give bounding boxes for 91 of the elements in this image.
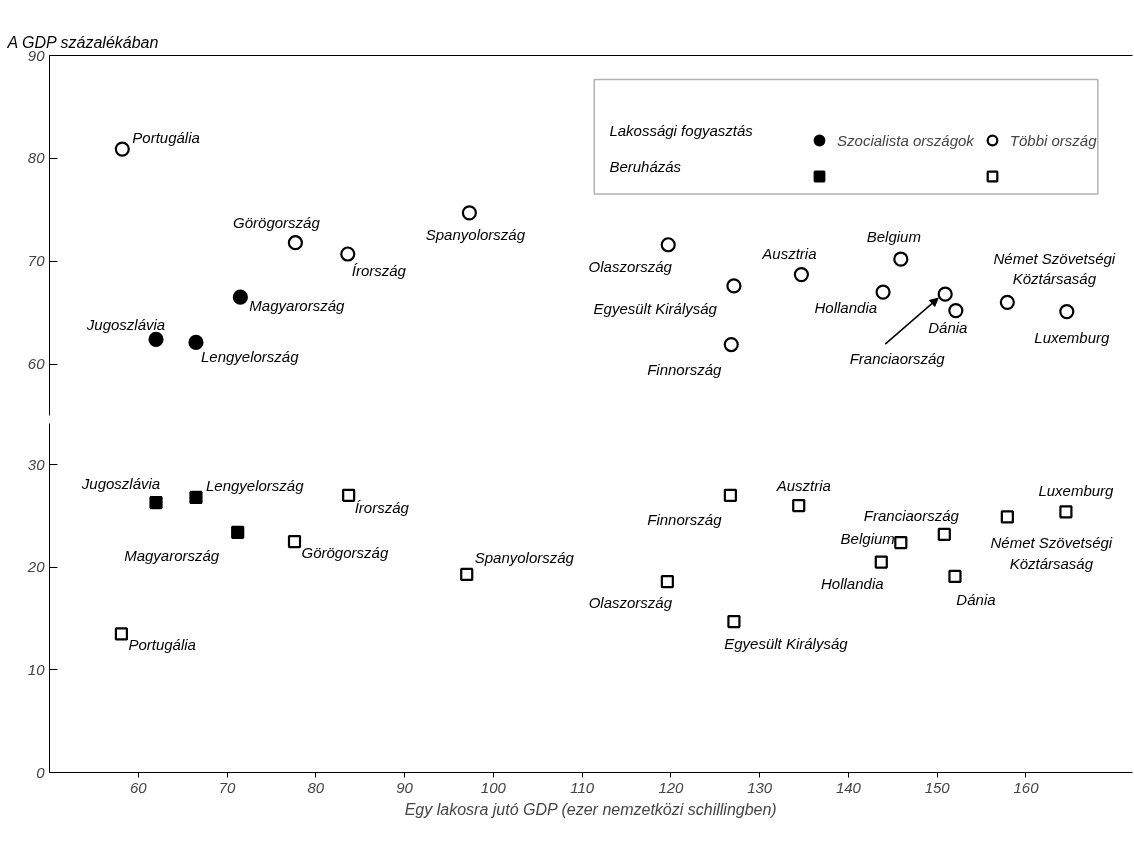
y-tick-label: 0 bbox=[36, 763, 46, 781]
annotation: Görögország bbox=[301, 544, 389, 562]
annotation: Ausztria bbox=[761, 245, 817, 263]
annotation: Franciaország bbox=[849, 349, 946, 367]
annotation: Jugoszlávia bbox=[85, 315, 166, 333]
annotation: Magyarország bbox=[124, 546, 220, 564]
annotation: Jugoszlávia bbox=[80, 475, 161, 493]
point bbox=[231, 525, 245, 539]
annotation: Magyarország bbox=[249, 296, 346, 314]
x-tick-label: 100 bbox=[480, 778, 507, 796]
annotation: Luxemburg bbox=[1034, 329, 1110, 347]
x-tick-label: 60 bbox=[129, 778, 148, 796]
annotation: Luxemburg bbox=[1038, 482, 1115, 500]
x-tick-label: 80 bbox=[307, 778, 325, 796]
x-tick-label: 160 bbox=[1013, 778, 1040, 796]
point bbox=[723, 488, 737, 502]
annotation: Dánia bbox=[956, 590, 996, 608]
x-tick-label: 150 bbox=[924, 778, 951, 796]
point bbox=[793, 267, 809, 283]
point bbox=[948, 569, 962, 584]
point bbox=[1000, 510, 1014, 524]
annotation: Belgium bbox=[866, 227, 921, 245]
point bbox=[188, 334, 204, 351]
point bbox=[287, 235, 303, 251]
annotation: Portugália bbox=[128, 636, 196, 654]
annotation: Hollandia bbox=[814, 298, 878, 316]
annotation: Finnország bbox=[647, 510, 723, 528]
annotation: Írország bbox=[351, 261, 407, 279]
annotation: Írország bbox=[354, 498, 410, 516]
point bbox=[999, 294, 1015, 310]
point bbox=[114, 141, 130, 157]
point bbox=[340, 246, 356, 262]
annotation: Spanyolország bbox=[474, 548, 575, 566]
y-tick-label: 10 bbox=[27, 660, 46, 678]
point bbox=[1059, 304, 1075, 320]
annotation: Finnország bbox=[647, 361, 723, 379]
legend-label: Többi ország bbox=[1009, 130, 1098, 151]
legend-title: Beruházás bbox=[609, 157, 682, 175]
x-axis-title: Egy lakosra jutó GDP (ezer nemzetközi schillingben) bbox=[404, 800, 777, 818]
point bbox=[114, 627, 128, 641]
point bbox=[894, 535, 908, 550]
point bbox=[937, 527, 951, 541]
point bbox=[875, 284, 891, 300]
point bbox=[937, 286, 953, 302]
annotation: Belgium bbox=[840, 530, 895, 548]
x-tick-label: 70 bbox=[218, 778, 237, 796]
annotation: Görögország bbox=[233, 214, 321, 232]
annotation: Egyesült Királyság bbox=[593, 300, 718, 318]
y-tick-label: 60 bbox=[27, 355, 46, 373]
legend-label: Szocialista országok bbox=[837, 130, 974, 151]
point bbox=[287, 534, 302, 549]
y-tick-label: 70 bbox=[27, 252, 46, 270]
point bbox=[342, 488, 356, 502]
point bbox=[874, 555, 888, 569]
point bbox=[727, 615, 741, 629]
point bbox=[792, 499, 806, 513]
annotation: Olaszország bbox=[588, 594, 673, 612]
annotation: Portugália bbox=[132, 128, 200, 146]
x-tick-label: 140 bbox=[835, 778, 862, 796]
legend-title: Lakossági fogyasztás bbox=[609, 121, 754, 139]
point bbox=[660, 574, 674, 589]
annotation: Egyesült Királyság bbox=[724, 635, 849, 653]
point bbox=[232, 289, 248, 305]
y-tick-label: 20 bbox=[26, 558, 46, 576]
y-tick-label: 30 bbox=[27, 455, 46, 473]
point bbox=[189, 490, 203, 505]
point bbox=[948, 303, 964, 319]
point bbox=[893, 251, 909, 267]
annotation: Franciaország bbox=[863, 506, 960, 524]
point bbox=[149, 495, 163, 510]
annotation: Ausztria bbox=[775, 477, 831, 495]
point bbox=[461, 205, 477, 221]
annotation: Lengyelország bbox=[205, 476, 305, 494]
annotation: Olaszország bbox=[588, 258, 673, 276]
x-tick-label: 110 bbox=[570, 778, 595, 796]
annotation: Dánia bbox=[928, 319, 968, 337]
x-tick-label: 120 bbox=[658, 778, 685, 796]
annotation: Spanyolország bbox=[425, 226, 526, 244]
annotation: Német Szövetségi Köztársaság bbox=[993, 249, 1116, 288]
y-tick-label: 80 bbox=[27, 149, 46, 167]
point bbox=[1059, 505, 1073, 519]
annotation: Német Szövetségi Köztársaság bbox=[990, 534, 1113, 572]
point bbox=[723, 336, 739, 353]
annotation: Hollandia bbox=[821, 574, 884, 592]
y-axis-title: A GDP százalékában bbox=[6, 33, 159, 51]
point bbox=[460, 567, 474, 581]
point bbox=[660, 237, 676, 253]
point bbox=[726, 278, 742, 294]
x-tick-label: 130 bbox=[747, 778, 773, 796]
x-tick-label: 90 bbox=[396, 778, 414, 796]
annotation: Lengyelország bbox=[200, 347, 300, 365]
